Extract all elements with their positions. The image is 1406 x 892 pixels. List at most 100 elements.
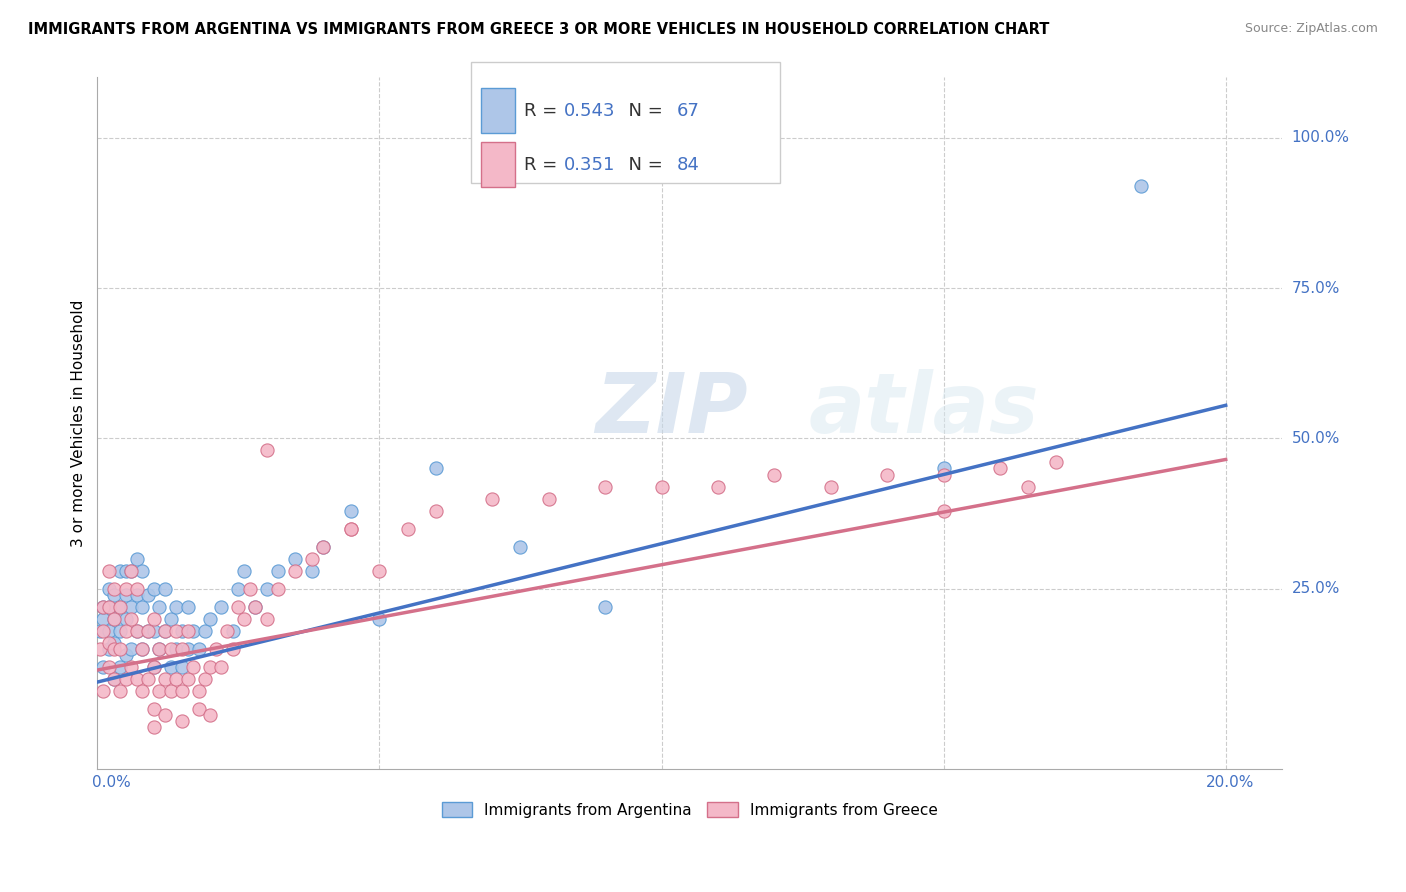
Point [222, 624, 245, 638]
Point [396, 522, 419, 536]
Point [176, 599, 198, 614]
Point [1130, 178, 1153, 193]
Point [876, 467, 898, 482]
Point [148, 599, 170, 614]
Point [176, 624, 198, 638]
Point [103, 588, 125, 602]
Point [233, 612, 256, 626]
Text: IMMIGRANTS FROM ARGENTINA VS IMMIGRANTS FROM GREECE 3 OR MORE VEHICLES IN HOUSEH: IMMIGRANTS FROM ARGENTINA VS IMMIGRANTS … [28, 22, 1049, 37]
Point [120, 642, 142, 657]
Point [932, 467, 955, 482]
Point [170, 660, 193, 674]
Point [120, 612, 142, 626]
Text: R =: R = [524, 156, 569, 174]
Point [97, 582, 120, 596]
Y-axis label: 3 or more Vehicles in Household: 3 or more Vehicles in Household [72, 300, 86, 547]
Point [340, 522, 363, 536]
Point [120, 564, 142, 578]
Text: ZIP: ZIP [595, 369, 748, 450]
Point [91, 684, 114, 698]
Point [1017, 479, 1039, 493]
Point [91, 660, 114, 674]
Point [170, 642, 193, 657]
Point [301, 551, 323, 566]
Point [176, 672, 198, 686]
Point [120, 564, 142, 578]
Point [125, 624, 148, 638]
Point [108, 642, 131, 657]
Point [239, 582, 262, 596]
Point [425, 503, 447, 517]
Point [340, 522, 363, 536]
Text: 0.351: 0.351 [564, 156, 616, 174]
Point [120, 660, 142, 674]
Point [125, 672, 148, 686]
Point [103, 636, 125, 650]
Point [108, 660, 131, 674]
Point [97, 642, 120, 657]
Point [91, 624, 114, 638]
Point [114, 612, 136, 626]
Point [125, 588, 148, 602]
Point [176, 642, 198, 657]
Point [108, 564, 131, 578]
Point [103, 642, 125, 657]
Text: 20.0%: 20.0% [1205, 775, 1254, 790]
Point [97, 660, 120, 674]
Point [650, 479, 672, 493]
Text: R =: R = [524, 102, 564, 120]
Point [136, 588, 159, 602]
Point [187, 702, 209, 716]
Point [159, 642, 181, 657]
Point [165, 599, 187, 614]
Point [114, 624, 136, 638]
Point [114, 672, 136, 686]
Point [707, 479, 730, 493]
Point [159, 612, 181, 626]
Point [114, 648, 136, 662]
Point [170, 684, 193, 698]
Point [108, 599, 131, 614]
Point [91, 599, 114, 614]
Point [136, 624, 159, 638]
Point [103, 582, 125, 596]
Point [153, 624, 176, 638]
Text: 75.0%: 75.0% [1292, 280, 1340, 295]
Text: 0.543: 0.543 [564, 102, 616, 120]
Point [284, 564, 307, 578]
Point [198, 708, 221, 723]
Point [228, 599, 250, 614]
Point [425, 461, 447, 475]
Text: N =: N = [617, 102, 669, 120]
Point [245, 599, 267, 614]
Point [988, 461, 1011, 475]
Point [103, 672, 125, 686]
Point [97, 599, 120, 614]
Point [820, 479, 842, 493]
Point [193, 624, 215, 638]
Point [108, 599, 131, 614]
Point [142, 702, 165, 716]
Text: 0.0%: 0.0% [91, 775, 131, 790]
Point [593, 599, 616, 614]
Point [267, 582, 290, 596]
Point [103, 612, 125, 626]
Point [481, 491, 503, 506]
Point [131, 642, 153, 657]
Point [211, 599, 233, 614]
Point [91, 599, 114, 614]
Point [198, 660, 221, 674]
Point [159, 684, 181, 698]
Point [114, 564, 136, 578]
Point [89, 642, 111, 657]
Text: atlas: atlas [808, 369, 1039, 450]
Point [125, 624, 148, 638]
Point [108, 684, 131, 698]
Point [142, 660, 165, 674]
Point [593, 479, 616, 493]
Point [228, 582, 250, 596]
Point [153, 582, 176, 596]
Text: 25.0%: 25.0% [1292, 582, 1340, 597]
Point [256, 582, 278, 596]
Point [120, 599, 142, 614]
